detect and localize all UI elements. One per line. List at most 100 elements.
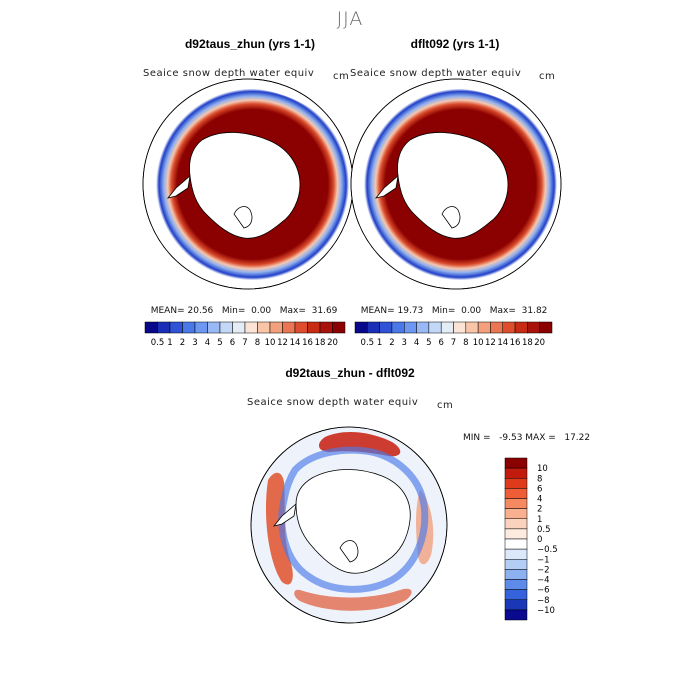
colorbar-tick-label: 12 xyxy=(277,338,288,348)
colorbar-tick-label: 0.5 xyxy=(361,338,375,348)
colorbar-tick-label: 7 xyxy=(242,338,247,348)
diff-colorbar-tick-label: −4 xyxy=(537,576,550,586)
diff-colorbar-swatch xyxy=(504,559,528,570)
colorbar-tick-label: 3 xyxy=(402,338,407,348)
diff-colorbar-swatch xyxy=(504,599,528,611)
colorbar-tick-label: 10 xyxy=(473,338,484,348)
colorbar-swatch xyxy=(440,321,454,334)
diff-colorbar-swatch xyxy=(504,508,528,519)
diff-title: d92taus_zhun - dflt092 xyxy=(285,366,415,380)
diff-colorbar-tick-label: −6 xyxy=(537,586,550,596)
diff-colorbar-tick-label: 0 xyxy=(537,535,542,545)
colorbar-tick-label: 4 xyxy=(414,338,419,348)
diff-colorbar-swatch xyxy=(504,498,528,509)
diff-colorbar-swatch xyxy=(504,579,528,590)
colorbar-swatch xyxy=(219,321,233,334)
panel-1-stats: MEAN= 20.56 Min= 0.00 Max= 31.69 xyxy=(150,306,338,316)
diff-pattern-ring-blue xyxy=(278,446,429,593)
colorbar-swatch xyxy=(514,321,528,334)
diff-colorbar-tick-label: −0.5 xyxy=(537,545,558,555)
colorbar-tick-label: 14 xyxy=(290,338,301,348)
diff-colorbar-tick-label: 8 xyxy=(537,474,542,484)
colorbar-swatch xyxy=(428,321,442,334)
ross-sea-outline-2 xyxy=(441,206,461,229)
colorbar-swatch xyxy=(144,321,158,334)
colorbar-swatch xyxy=(282,321,296,334)
diff-colorbar-swatch xyxy=(504,488,528,499)
diff-colorbar-swatch xyxy=(504,609,528,621)
colorbar-2: 0.5 1 2 3 4 5 6 7 8 10 12 14 16 18 20 xyxy=(354,321,553,348)
diff-subtitle: Seaice snow depth water equiv xyxy=(247,397,419,408)
map-boundary-2 xyxy=(350,78,562,290)
panel-2-stats: MEAN= 19.73 Min= 0.00 Max= 31.82 xyxy=(360,306,548,316)
antarctic-peninsula-1 xyxy=(166,174,191,199)
colorbar-tick-label: 1 xyxy=(167,338,172,348)
panel-2-title: dflt092 (yrs 1-1) xyxy=(410,37,500,51)
colorbar-tick-label: 14 xyxy=(497,338,508,348)
colorbar-tick-label: 7 xyxy=(451,338,456,348)
colorbar-tick-label: 18 xyxy=(315,338,326,348)
colorbar-swatch xyxy=(307,321,321,334)
season-title: JJA xyxy=(336,8,364,30)
diff-colorbar-swatch xyxy=(504,589,528,600)
colorbar-tick-label: 20 xyxy=(327,338,338,348)
colorbar-swatch xyxy=(490,321,503,334)
colorbar-tick-label: 6 xyxy=(438,338,443,348)
diff-colorbar-swatch xyxy=(504,538,528,550)
ross-sea-outline-1 xyxy=(233,206,253,229)
diff-colorbar-tick-label: −2 xyxy=(537,565,550,575)
colorbar-tick-label: 8 xyxy=(463,338,468,348)
diff-units: cm xyxy=(437,400,454,411)
colorbar-swatch xyxy=(294,321,308,334)
diff-colorbar-tick-label: 2 xyxy=(537,505,542,515)
colorbar-swatch xyxy=(477,321,491,334)
colorbar-tick-label: 0.5 xyxy=(151,338,165,348)
diff-map-boundary xyxy=(250,426,448,624)
colorbar-swatch xyxy=(207,321,221,334)
colorbar-tick-label: 1 xyxy=(377,338,382,348)
colorbar-swatch xyxy=(169,321,183,334)
colorbar-swatch xyxy=(404,321,417,334)
diff-colorbar-swatch xyxy=(504,548,528,560)
colorbar-swatch xyxy=(367,321,380,334)
antarctic-peninsula-diff xyxy=(272,502,297,527)
colorbar-tick-label: 3 xyxy=(192,338,197,348)
colorbar-tick-label: 4 xyxy=(205,338,210,348)
diff-colorbar-tick-label: −8 xyxy=(537,596,550,606)
diff-map-panel xyxy=(250,426,448,624)
colorbar-swatch xyxy=(416,321,430,334)
diff-colorbar-tick-label: 4 xyxy=(537,495,542,505)
diff-colorbar-swatch xyxy=(504,518,528,530)
diff-colorbar-tick-label: 6 xyxy=(537,484,542,494)
colorbar-1: 0.5 1 2 3 4 5 6 7 8 10 12 14 16 18 20 xyxy=(144,321,346,348)
map-panel-1 xyxy=(142,78,354,290)
colorbar-swatch xyxy=(332,321,346,334)
diff-colorbar-swatch xyxy=(504,467,528,479)
colorbar-tick-label: 8 xyxy=(255,338,260,348)
colorbar-swatch xyxy=(244,321,258,334)
antarctica-continent-2 xyxy=(397,132,509,239)
colorbar-swatch xyxy=(379,321,393,334)
diff-colorbar-tick-label: 0.5 xyxy=(537,525,551,535)
colorbar-swatch xyxy=(269,321,283,334)
panel-2-units: cm xyxy=(539,71,556,82)
diff-colorbar-tick-label: −10 xyxy=(537,606,555,616)
colorbar-tick-label: 2 xyxy=(180,338,185,348)
colorbar-tick-label: 2 xyxy=(389,338,394,348)
colorbar-swatch xyxy=(257,321,271,334)
colorbar-swatch xyxy=(182,321,196,334)
diff-colorbar-swatch xyxy=(504,478,528,489)
colorbar-tick-label: 12 xyxy=(485,338,496,348)
diff-colorbar-tick-label: −1 xyxy=(537,555,550,565)
map-panel-2 xyxy=(350,78,562,290)
colorbar-tick-label: 18 xyxy=(522,338,533,348)
diff-colorbar-tick-label: 1 xyxy=(537,515,542,525)
panel-2-subtitle: Seaice snow depth water equiv xyxy=(350,68,522,79)
colorbar-swatch xyxy=(527,321,540,334)
colorbar-swatch xyxy=(453,321,467,334)
panel-1-subtitle: Seaice snow depth water equiv xyxy=(143,68,315,79)
panel-1-title: d92taus_zhun (yrs 1-1) xyxy=(184,37,316,51)
diff-colorbar-tick-label: 10 xyxy=(537,464,548,474)
colorbar-swatch xyxy=(319,321,333,334)
colorbar-tick-label: 20 xyxy=(534,338,545,348)
